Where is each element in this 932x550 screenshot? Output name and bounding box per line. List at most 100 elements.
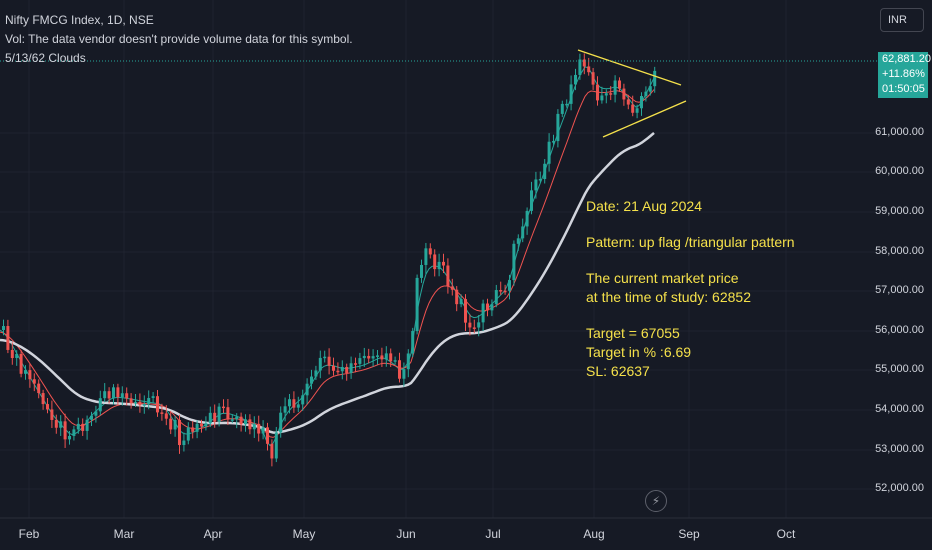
y-tick-label: 59,000.00 (875, 205, 924, 217)
candle-body (270, 443, 274, 459)
y-tick-label: 57,000.00 (875, 284, 924, 296)
candle-body (327, 356, 331, 366)
candle-body (156, 396, 159, 413)
candle-body (94, 411, 98, 416)
candle-body (538, 179, 542, 181)
candle-body (59, 421, 63, 428)
last-price: 62,881.20 (882, 53, 931, 65)
candle-body (596, 84, 599, 101)
candle-body (622, 88, 626, 100)
lower-trendline (602, 100, 687, 138)
annotation-stop-loss: SL: 62637 (586, 363, 650, 379)
candle-body (15, 353, 19, 359)
candle-body (186, 427, 190, 441)
candle-body (336, 370, 340, 373)
candle-body (393, 360, 397, 362)
annotation-date: Date: 21 Aug 2024 (586, 198, 702, 214)
candle-body (213, 412, 217, 422)
candle-body (120, 393, 124, 398)
candle-body (640, 96, 643, 109)
annotation-price-line2: at the time of study: 62852 (586, 289, 751, 305)
ma-mid-line (0, 89, 655, 438)
candle-body (530, 190, 533, 211)
candle-body (565, 103, 569, 106)
upper-trendline (577, 49, 682, 86)
candle-body (556, 113, 560, 142)
candle-body (222, 406, 225, 409)
candle-body (235, 416, 239, 420)
chart-grid (0, 0, 878, 518)
candle-body (428, 248, 432, 255)
candle-body (578, 59, 582, 75)
candle-body (182, 440, 186, 446)
candle-body (208, 412, 212, 424)
x-tick-label: Jun (396, 527, 416, 541)
volume-legend[interactable]: Vol: The data vendor doesn't provide vol… (5, 32, 353, 46)
candle-body (653, 70, 657, 87)
candle-body (525, 210, 529, 227)
candle-body (512, 243, 516, 281)
candle-body (455, 289, 459, 305)
candle-body (28, 370, 32, 380)
y-tick-label: 53,000.00 (875, 443, 924, 455)
candle-body (490, 304, 494, 311)
candle-body (191, 427, 195, 432)
x-tick-label: Aug (583, 527, 605, 541)
candle-body (508, 280, 511, 291)
candlestick-series (2, 53, 657, 467)
candle-body (609, 93, 613, 95)
candle-body (503, 290, 507, 293)
candle-body (468, 322, 472, 328)
x-tick-label: Sep (678, 527, 700, 541)
candle-body (362, 355, 366, 359)
candle-body (389, 353, 393, 362)
candle-body (292, 399, 296, 408)
candle-body (433, 254, 437, 270)
candle-body (464, 299, 467, 323)
candle-body (587, 66, 591, 73)
candle-body (446, 265, 450, 287)
candle-body (178, 419, 181, 446)
candle-body (85, 419, 89, 431)
candle-body (472, 327, 476, 329)
candle-body (574, 74, 577, 85)
candle-body (635, 108, 639, 113)
candle-body (305, 383, 309, 396)
candle-body (626, 99, 630, 105)
x-tick-label: Jul (485, 527, 501, 541)
candle-body (164, 413, 168, 419)
candle-body (32, 379, 36, 384)
candle-body (358, 358, 362, 364)
candle-body (600, 95, 604, 101)
x-tick-label: Apr (203, 527, 223, 541)
lightning-icon[interactable]: ⚡ (645, 490, 667, 512)
candle-body (569, 84, 573, 104)
candle-body (618, 80, 621, 89)
currency-button[interactable]: INR (880, 8, 924, 32)
candle-body (494, 290, 498, 305)
candle-body (230, 419, 234, 421)
candle-body (63, 421, 67, 440)
candle-body (125, 393, 129, 399)
candle-body (217, 406, 221, 422)
candle-body (349, 363, 353, 373)
candle-body (204, 423, 208, 427)
candle-body (648, 86, 652, 92)
candle-body (411, 331, 415, 354)
candle-body (50, 409, 54, 420)
candle-body (380, 355, 384, 360)
candle-body (68, 435, 71, 440)
x-tick-label: May (292, 527, 316, 541)
y-tick-label: 56,000.00 (875, 324, 924, 336)
symbol-title[interactable]: Nifty FMCG Index, 1D, NSE (5, 13, 154, 27)
candle-body (486, 303, 489, 311)
candle-body (552, 141, 555, 143)
indicator-legend[interactable]: 5/13/62 Clouds (5, 51, 86, 65)
candle-body (415, 277, 419, 332)
candle-body (226, 407, 230, 420)
ma-fast-line (0, 66, 655, 447)
candle-body (252, 423, 256, 430)
candle-body (37, 383, 41, 394)
candle-body (560, 103, 564, 114)
